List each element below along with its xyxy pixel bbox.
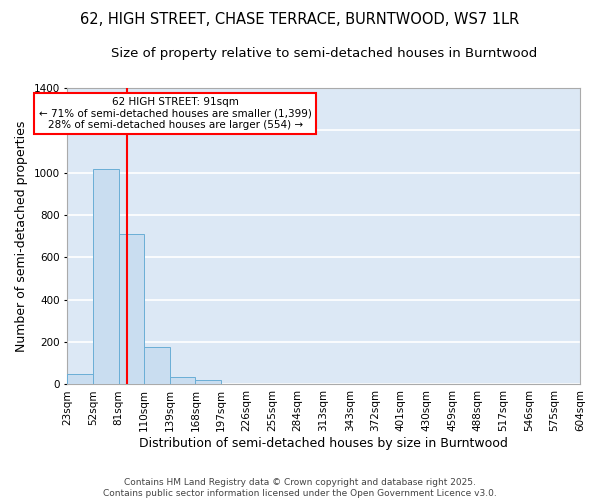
- Text: Contains HM Land Registry data © Crown copyright and database right 2025.
Contai: Contains HM Land Registry data © Crown c…: [103, 478, 497, 498]
- Text: 62, HIGH STREET, CHASE TERRACE, BURNTWOOD, WS7 1LR: 62, HIGH STREET, CHASE TERRACE, BURNTWOO…: [80, 12, 520, 28]
- Bar: [67, 374, 93, 384]
- Title: Size of property relative to semi-detached houses in Burntwood: Size of property relative to semi-detach…: [110, 48, 537, 60]
- Text: 62 HIGH STREET: 91sqm
← 71% of semi-detached houses are smaller (1,399)
28% of s: 62 HIGH STREET: 91sqm ← 71% of semi-deta…: [38, 97, 311, 130]
- X-axis label: Distribution of semi-detached houses by size in Burntwood: Distribution of semi-detached houses by …: [139, 437, 508, 450]
- Bar: [119, 234, 144, 384]
- Bar: [196, 380, 221, 384]
- Bar: [93, 168, 119, 384]
- Bar: [170, 377, 196, 384]
- Bar: [144, 348, 170, 385]
- Y-axis label: Number of semi-detached properties: Number of semi-detached properties: [15, 120, 28, 352]
